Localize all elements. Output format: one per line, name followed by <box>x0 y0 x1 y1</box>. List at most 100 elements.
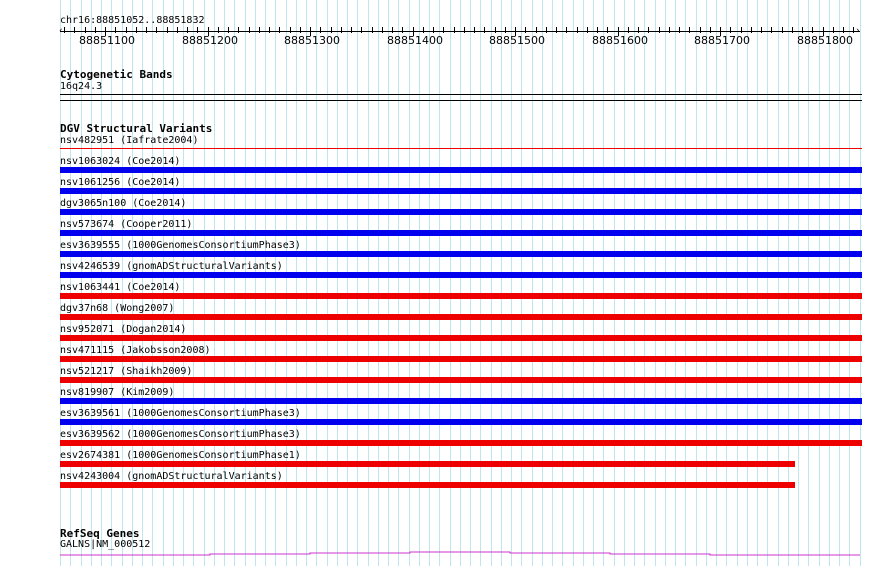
grid-line <box>829 0 830 566</box>
cytobands-title[interactable]: Cytogenetic Bands <box>60 68 173 81</box>
grid-line <box>849 0 850 566</box>
grid-line <box>388 0 389 566</box>
ruler-tick <box>536 27 537 33</box>
ruler-label: 88851700 <box>694 34 750 47</box>
ruler-tick <box>525 27 526 33</box>
ruler-tick <box>361 27 362 33</box>
ruler-tick <box>669 27 670 33</box>
variant-bar[interactable] <box>60 377 862 383</box>
variant-bar[interactable] <box>60 272 862 278</box>
grid-line <box>429 0 430 566</box>
ruler-tick <box>300 27 301 33</box>
variant-bar[interactable] <box>60 293 862 299</box>
ruler-tick <box>95 27 96 33</box>
variant-label: nsv521217 (Shaikh2009) <box>60 366 193 377</box>
variant-label: nsv4246539 (gnomADStructuralVariants) <box>60 261 283 272</box>
variant-bar[interactable] <box>60 230 862 236</box>
grid-line <box>685 0 686 566</box>
ruler-tick <box>495 27 496 33</box>
grid-line <box>111 0 112 566</box>
ruler-tick <box>413 27 414 36</box>
grid-line <box>532 0 533 566</box>
variant-bar[interactable] <box>60 461 795 467</box>
variant-label: dgv37n68 (Wong2007) <box>60 303 175 314</box>
ruler-tick <box>505 27 506 33</box>
grid-line <box>214 0 215 566</box>
ruler-axis <box>60 31 860 32</box>
grid-line <box>542 0 543 566</box>
ruler-tick <box>197 27 198 33</box>
ruler-tick <box>320 27 321 33</box>
variant-bar[interactable] <box>60 335 862 341</box>
grid-line <box>593 0 594 566</box>
grid-line <box>501 0 502 566</box>
variant-bar[interactable] <box>60 167 862 173</box>
grid-line <box>142 0 143 566</box>
refseq-title[interactable]: RefSeq Genes <box>60 527 140 540</box>
variant-label: nsv573674 (Cooper2011) <box>60 219 193 230</box>
variant-bar[interactable] <box>60 440 862 446</box>
grid-line <box>480 0 481 566</box>
cytoband-bar[interactable] <box>60 94 862 95</box>
ruler-tick <box>228 27 229 33</box>
ruler-tick <box>208 27 209 36</box>
ruler-tick <box>700 27 701 33</box>
variant-bar[interactable] <box>60 398 862 404</box>
ruler-tick <box>577 27 578 33</box>
grid-line <box>511 0 512 566</box>
ruler-tick <box>853 27 854 33</box>
grid-line <box>819 0 820 566</box>
gene-model[interactable] <box>0 546 890 558</box>
variant-bar[interactable] <box>60 356 862 362</box>
ruler-tick <box>628 27 629 33</box>
grid-line <box>265 0 266 566</box>
variant-bar[interactable] <box>60 188 862 194</box>
ruler-label: 88851600 <box>592 34 648 47</box>
ruler-tick <box>741 27 742 33</box>
grid-line <box>306 0 307 566</box>
cytoband-label: 16q24.3 <box>60 81 103 92</box>
variant-bar[interactable] <box>60 314 862 320</box>
variant-bar[interactable] <box>60 482 795 488</box>
grid-line <box>337 0 338 566</box>
grid-line <box>347 0 348 566</box>
variant-bar[interactable] <box>60 251 862 257</box>
dgv-title[interactable]: DGV Structural Variants <box>60 122 213 135</box>
grid-line <box>757 0 758 566</box>
ruler-tick <box>372 27 373 33</box>
grid-line <box>634 0 635 566</box>
variant-bar[interactable] <box>60 209 862 215</box>
grid-line <box>245 0 246 566</box>
ruler-tick <box>382 27 383 33</box>
ruler-tick <box>802 27 803 33</box>
track-divider <box>60 100 862 101</box>
ruler-tick <box>782 27 783 33</box>
grid-line <box>183 0 184 566</box>
grid-line <box>655 0 656 566</box>
ruler-label: 88851800 <box>797 34 853 47</box>
grid-line <box>316 0 317 566</box>
ruler-tick <box>187 27 188 33</box>
grid-line <box>491 0 492 566</box>
variant-bar[interactable] <box>60 148 862 149</box>
ruler-tick <box>474 27 475 33</box>
ruler-tick <box>843 27 844 33</box>
grid-line <box>860 0 861 566</box>
variant-label: nsv482951 (Iafrate2004) <box>60 135 199 146</box>
grid-line <box>419 0 420 566</box>
grid-line <box>204 0 205 566</box>
ruler-tick <box>238 27 239 33</box>
ruler-tick <box>177 27 178 33</box>
variant-bar[interactable] <box>60 419 862 425</box>
grid-line <box>173 0 174 566</box>
grid-line <box>450 0 451 566</box>
ruler-tick <box>648 27 649 33</box>
grid-line <box>91 0 92 566</box>
ruler-tick <box>638 27 639 33</box>
ruler-tick <box>74 27 75 33</box>
grid-line <box>409 0 410 566</box>
grid-line <box>60 0 61 566</box>
ruler-label: 88851400 <box>387 34 443 47</box>
grid-line <box>696 0 697 566</box>
